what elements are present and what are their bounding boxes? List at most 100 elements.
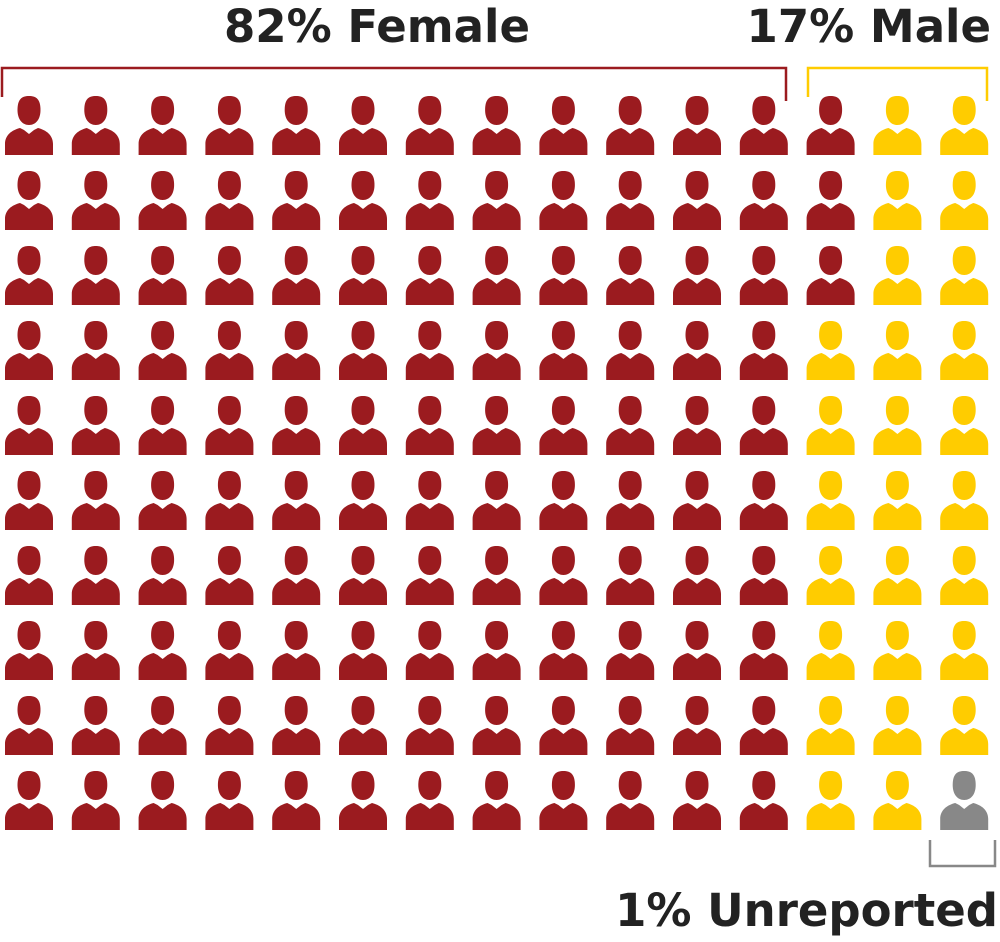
- person-icon-female: [405, 321, 454, 380]
- person-icon-female: [673, 171, 721, 230]
- person-icon-female: [138, 696, 187, 755]
- person-icon-female: [673, 771, 721, 830]
- person-icon-female: [138, 546, 187, 605]
- person-icon-female: [272, 471, 321, 530]
- person-icon-female: [205, 171, 254, 230]
- person-icon-female: [339, 471, 387, 530]
- person-icon-male: [873, 321, 922, 380]
- person-icon-female: [673, 696, 721, 755]
- person-icon-female: [739, 171, 788, 230]
- person-icon-female: [539, 621, 588, 680]
- person-icon-female: [138, 771, 187, 830]
- person-icon-female: [606, 621, 655, 680]
- person-icon-female: [71, 171, 120, 230]
- person-icon-female: [5, 546, 53, 605]
- person-icon-female: [272, 771, 321, 830]
- person-icon-male: [940, 246, 989, 305]
- person-icon-male: [806, 621, 855, 680]
- person-icon-female: [606, 396, 655, 455]
- person-icon-female: [339, 546, 387, 605]
- person-icon-male: [940, 321, 989, 380]
- person-icon-male: [873, 396, 922, 455]
- person-icon-female: [472, 321, 521, 380]
- person-icon-female: [806, 96, 855, 155]
- person-icon-female: [71, 696, 120, 755]
- person-icon-female: [138, 96, 187, 155]
- male-label: 17% Male: [747, 0, 991, 53]
- person-icon-male: [940, 546, 989, 605]
- person-icon-male: [806, 321, 855, 380]
- person-icon-female: [71, 471, 120, 530]
- person-icon-female: [272, 621, 321, 680]
- person-icon-female: [205, 546, 254, 605]
- person-icon-female: [539, 321, 588, 380]
- person-icon-female: [472, 621, 521, 680]
- person-icon-male: [873, 96, 922, 155]
- person-icon-female: [339, 321, 387, 380]
- person-icon-male: [806, 546, 855, 605]
- person-icon-female: [539, 396, 588, 455]
- person-icon-female: [739, 471, 788, 530]
- person-icon-female: [806, 171, 855, 230]
- person-icon-male: [873, 471, 922, 530]
- person-icon-male: [873, 246, 922, 305]
- person-icon-female: [205, 621, 254, 680]
- person-icon-female: [71, 771, 120, 830]
- person-icon-female: [606, 546, 655, 605]
- person-icon-female: [205, 696, 254, 755]
- person-icon-female: [472, 171, 521, 230]
- person-icon-female: [339, 171, 387, 230]
- person-icon-female: [472, 471, 521, 530]
- person-icon-female: [539, 246, 588, 305]
- person-icon-female: [405, 546, 454, 605]
- person-icon-female: [71, 396, 120, 455]
- person-icon-female: [272, 321, 321, 380]
- person-icon-female: [606, 96, 655, 155]
- person-icon-female: [739, 696, 788, 755]
- person-icon-female: [71, 546, 120, 605]
- person-icon-female: [405, 621, 454, 680]
- person-icon-female: [739, 96, 788, 155]
- person-icon-female: [405, 246, 454, 305]
- person-icon-female: [405, 471, 454, 530]
- person-icon-female: [806, 246, 855, 305]
- person-icon-female: [339, 96, 387, 155]
- person-icon-female: [405, 96, 454, 155]
- person-icon-female: [606, 171, 655, 230]
- person-icon-female: [138, 621, 187, 680]
- person-icon-female: [673, 621, 721, 680]
- person-icon-male: [940, 396, 989, 455]
- person-icon-female: [5, 246, 53, 305]
- person-icon-male: [940, 96, 989, 155]
- person-icon-female: [539, 171, 588, 230]
- person-icon-female: [205, 96, 254, 155]
- person-icon-female: [339, 696, 387, 755]
- person-icon-female: [205, 396, 254, 455]
- person-icon-male: [806, 771, 855, 830]
- person-icon-female: [539, 696, 588, 755]
- person-icon-female: [472, 771, 521, 830]
- person-icon-female: [472, 96, 521, 155]
- person-icon-female: [606, 771, 655, 830]
- person-icon-female: [272, 696, 321, 755]
- person-icon-female: [5, 471, 53, 530]
- person-icon-female: [673, 96, 721, 155]
- person-icon-female: [272, 171, 321, 230]
- person-icon-female: [405, 771, 454, 830]
- female-bracket: [0, 66, 788, 101]
- female-label: 82% Female: [224, 0, 530, 53]
- person-icon-female: [472, 546, 521, 605]
- person-icon-female: [5, 621, 53, 680]
- person-icon-male: [873, 621, 922, 680]
- person-icon-female: [339, 246, 387, 305]
- person-icon-female: [138, 321, 187, 380]
- person-icon-male: [873, 546, 922, 605]
- person-icon-female: [339, 771, 387, 830]
- person-icon-female: [739, 546, 788, 605]
- unreported-label: 1% Unreported: [615, 884, 998, 937]
- person-icon-female: [739, 396, 788, 455]
- person-icon-female: [673, 471, 721, 530]
- person-icon-female: [739, 246, 788, 305]
- person-icon-female: [606, 321, 655, 380]
